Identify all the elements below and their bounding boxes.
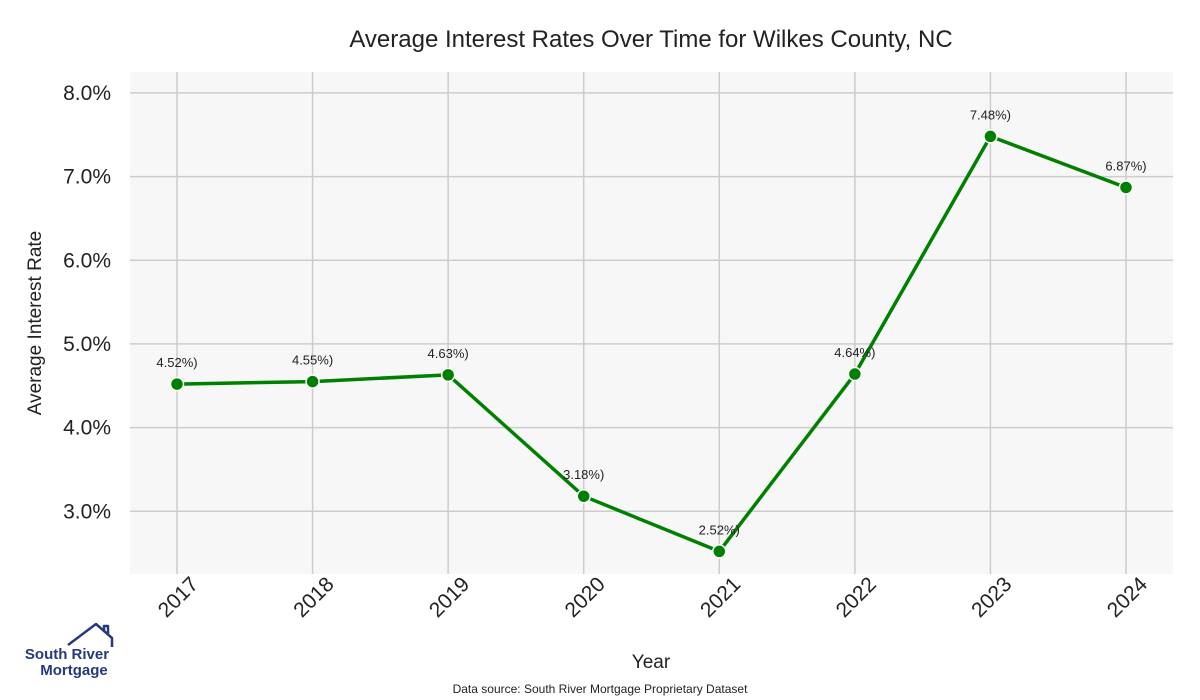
y-axis-label: Average Interest Rate: [25, 231, 46, 415]
y-tick-label: 6.0%: [63, 249, 111, 272]
y-tick-label: 3.0%: [63, 500, 111, 523]
data-point: [1118, 180, 1134, 195]
data-label: 7.48%): [970, 107, 1011, 122]
y-tick-label: 5.0%: [63, 333, 111, 356]
x-tick-label: 2021: [696, 573, 745, 622]
data-label: 2.52%): [699, 522, 740, 537]
x-tick-label: 2022: [832, 573, 881, 622]
plot-area: [130, 72, 1173, 574]
y-tick-label: 8.0%: [63, 82, 111, 105]
x-axis-label: Year: [632, 652, 671, 673]
data-point: [576, 488, 591, 504]
x-tick-labels: 2017 2018 2019 2020 2021 2022 2023 2024: [154, 573, 1153, 623]
house-roof-icon: [67, 622, 114, 647]
data-label: 4.64%): [834, 345, 875, 360]
data-label: 6.87%): [1105, 158, 1146, 173]
data-point: [983, 129, 998, 144]
data-label: 4.52%): [156, 355, 197, 370]
x-tick-label: 2020: [560, 573, 609, 622]
x-tick-label: 2018: [289, 573, 338, 622]
logo-line-1: South River: [25, 646, 109, 663]
data-points: [169, 129, 1134, 559]
y-tick-label: 4.0%: [63, 417, 111, 440]
y-tick-label: 7.0%: [63, 166, 111, 189]
x-tick-label: 2024: [1103, 573, 1153, 623]
data-point: [847, 366, 863, 382]
series-line: [176, 134, 1127, 554]
south-river-mortgage-logo: South River Mortgage: [25, 622, 114, 679]
x-tick-label: 2023: [967, 573, 1016, 622]
chart-title: Average Interest Rates Over Time for Wil…: [349, 26, 952, 53]
x-tick-label: 2019: [425, 573, 474, 622]
data-label: 4.55%): [292, 353, 333, 368]
data-point: [305, 374, 320, 389]
logo-line-2: Mortgage: [40, 662, 108, 679]
data-point: [169, 376, 185, 392]
data-label: 3.18%): [563, 467, 604, 482]
data-labels: 4.52%) 4.55%) 4.63%) 3.18%) 2.52%) 4.64%) 7.48…: [156, 107, 1146, 537]
data-label: 4.63%): [428, 346, 469, 361]
y-tick-labels: 3.0% 4.0% 5.0% 6.0% 7.0% 8.0%: [63, 82, 111, 523]
data-source-note: Data source: South River Mortgage Propri…: [453, 682, 748, 696]
x-tick-label: 2017: [154, 573, 203, 622]
data-point: [712, 544, 727, 559]
data-point: [440, 367, 456, 383]
